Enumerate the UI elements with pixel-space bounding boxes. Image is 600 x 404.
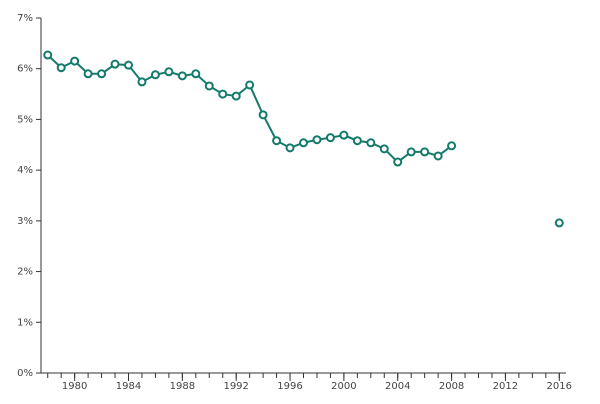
data-point <box>554 218 564 228</box>
y-tick-label: 4% <box>17 165 33 176</box>
data-point <box>420 147 430 157</box>
y-tick-label: 1% <box>17 317 33 328</box>
data-point <box>150 70 160 80</box>
data-point <box>339 130 349 140</box>
data-point <box>137 77 147 87</box>
data-point <box>245 80 255 90</box>
x-tick-label: 1992 <box>223 381 248 392</box>
y-tick-label: 5% <box>17 114 33 125</box>
data-point <box>110 59 120 69</box>
x-tick-label: 1984 <box>116 381 141 392</box>
data-point <box>325 133 335 143</box>
y-tick-label: 0% <box>17 368 33 379</box>
data-point <box>164 67 174 77</box>
data-point <box>366 138 376 148</box>
data-point <box>97 69 107 79</box>
data-point <box>177 71 187 81</box>
y-tick-label: 3% <box>17 216 33 227</box>
x-tick-label: 2004 <box>385 381 410 392</box>
y-tick-label: 2% <box>17 267 33 278</box>
data-point <box>379 144 389 154</box>
x-tick-label: 2008 <box>439 381 464 392</box>
x-tick-label: 1980 <box>62 381 87 392</box>
data-point <box>204 81 214 91</box>
x-tick-label: 2000 <box>331 381 356 392</box>
data-point <box>352 136 362 146</box>
data-point <box>258 110 268 120</box>
data-point <box>447 141 457 151</box>
data-point <box>218 89 228 99</box>
data-point <box>231 91 241 101</box>
data-point <box>312 135 322 145</box>
y-tick-label: 7% <box>17 13 33 24</box>
x-tick-label: 2016 <box>547 381 572 392</box>
y-tick-label: 6% <box>17 64 33 75</box>
data-point <box>56 63 66 73</box>
data-point <box>191 69 201 79</box>
x-tick-label: 1996 <box>277 381 302 392</box>
data-point <box>299 138 308 148</box>
data-point <box>406 147 416 157</box>
data-point <box>433 151 443 161</box>
data-point <box>124 60 133 70</box>
x-tick-label: 1988 <box>170 381 195 392</box>
data-point <box>285 143 295 153</box>
data-point <box>70 56 80 66</box>
data-point <box>272 136 282 146</box>
x-tick-label: 2012 <box>493 381 518 392</box>
data-point <box>393 157 403 167</box>
data-point <box>43 50 53 60</box>
data-point <box>83 69 93 79</box>
